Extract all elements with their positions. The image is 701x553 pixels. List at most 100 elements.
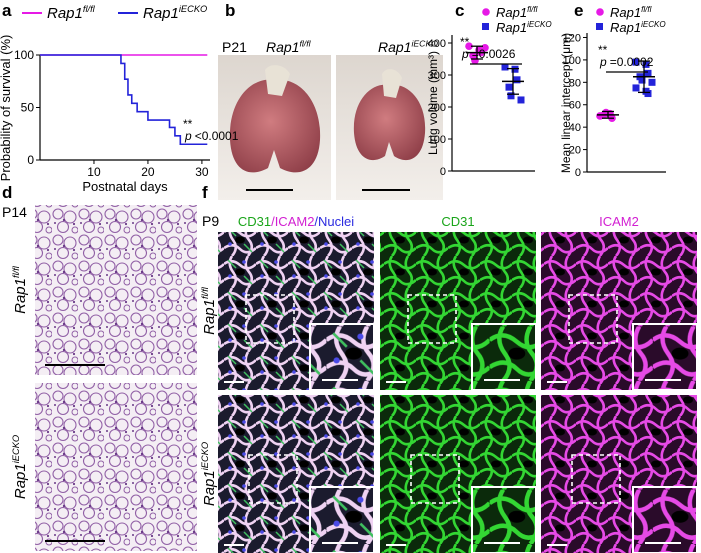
name: Rap1 [610, 20, 641, 35]
name-label: Rap1fl/fl [610, 5, 652, 20]
name-label: Rap1fl/fl [266, 38, 312, 55]
name-label: Rap1fl/fl [11, 265, 29, 314]
name: Rap1 [610, 5, 641, 20]
name-superscript: fl/fl [200, 286, 210, 299]
data-point [648, 78, 656, 86]
histology-image [35, 205, 197, 375]
header-part: CD31 [238, 214, 271, 229]
error-bar [507, 67, 519, 95]
data-point [632, 58, 640, 66]
roi-box [571, 454, 621, 504]
y-tick-label: 50 [21, 101, 35, 115]
roi-box [248, 454, 298, 504]
name-label: Rap1fl/fl [496, 5, 538, 20]
histology-image [35, 383, 197, 551]
name-label: Rap1fl/fl [200, 286, 218, 335]
name-label: Rap1iECKO [378, 38, 438, 55]
y-tick-label: 120 [563, 32, 581, 44]
data-point [481, 44, 489, 52]
header-part: /Nuclei [314, 214, 354, 229]
legend-marker [596, 23, 603, 30]
data-point [642, 60, 650, 68]
y-tick-label: 100 [563, 55, 581, 67]
panel-label: b [225, 1, 235, 20]
trachea [382, 69, 402, 98]
column-header: CD31/ICAM2/Nuclei [238, 214, 354, 229]
y-tick-label: 100 [14, 48, 34, 62]
data-point [638, 76, 646, 84]
inset [632, 323, 698, 391]
name: Rap1 [496, 5, 527, 20]
legend-marker [482, 23, 489, 30]
inset [309, 323, 375, 391]
data-point [513, 76, 521, 84]
name-label: Rap1iECKO [11, 435, 29, 499]
name: Rap1 [378, 39, 411, 55]
panel-label: d [2, 183, 12, 202]
p: p [184, 129, 192, 143]
name-superscript: iECKO [641, 20, 666, 29]
x-tick-label: 10 [87, 165, 101, 179]
data-point [507, 92, 515, 100]
significance: ** [460, 35, 470, 49]
stage-label: P21 [222, 39, 247, 55]
name: Rap1 [201, 470, 218, 506]
y-axis-label: Probability of survival (%) [0, 35, 13, 182]
name-superscript: iECKO [179, 4, 207, 14]
name: Rap1 [201, 299, 218, 335]
y-tick-label: 100 [428, 134, 446, 146]
data-point [517, 96, 525, 104]
header-part: /ICAM2 [271, 214, 314, 229]
error-bar [602, 110, 614, 119]
name: Rap1 [496, 20, 527, 35]
y-tick-label: 60 [569, 100, 581, 112]
name: Rap1 [12, 463, 29, 499]
p: p [461, 47, 469, 61]
lung [229, 79, 321, 173]
column-header: ICAM2 [599, 214, 639, 229]
trachea [265, 65, 290, 96]
x-axis-label: Postnatal days [82, 179, 168, 194]
roi-box [245, 294, 295, 344]
y-tick-label: 200 [428, 102, 446, 114]
name: Rap1 [12, 278, 29, 314]
p-text: =0.0002 [610, 55, 654, 69]
column-header: CD31 [441, 214, 474, 229]
roi-box [410, 454, 460, 504]
p-value: p =0.0002 [599, 55, 654, 69]
x-tick-label: 30 [195, 165, 209, 179]
name-superscript: fl/fl [11, 265, 21, 278]
significance: ** [598, 43, 608, 57]
name-superscript: iECKO [527, 20, 552, 29]
y-tick-label: 0 [575, 167, 581, 179]
header-part: ICAM2 [599, 214, 639, 229]
y-tick-label: 0 [27, 153, 34, 167]
name-superscript: fl/fl [641, 5, 651, 14]
roi-box [568, 294, 618, 344]
x-tick-label: 20 [141, 165, 155, 179]
panel-label: e [574, 1, 583, 20]
lung [353, 84, 426, 161]
p-value: p =0.0026 [461, 47, 516, 61]
y-axis-label: Lung volume (mm³) [426, 51, 440, 155]
data-point [644, 69, 652, 77]
name-label: Rap1iECKO [496, 20, 552, 35]
name: Rap1 [266, 39, 299, 55]
name-superscript: fl/fl [299, 38, 311, 48]
name-label: Rap1iECKO [143, 4, 207, 22]
header-part: CD31 [441, 214, 474, 229]
lung-photos [218, 55, 443, 200]
name-label: Rap1iECKO [200, 442, 218, 506]
data-point [505, 83, 513, 91]
y-tick-label: 300 [428, 70, 446, 82]
significance: ** [183, 117, 193, 131]
name-superscript: iECKO [411, 38, 438, 48]
data-point [632, 84, 640, 92]
y-tick-label: 20 [569, 145, 581, 157]
legend-marker [596, 8, 604, 16]
survival-line [40, 54, 208, 146]
name-superscript: iECKO [200, 442, 210, 470]
legend-marker [482, 8, 490, 16]
y-tick-label: 80 [569, 77, 581, 89]
